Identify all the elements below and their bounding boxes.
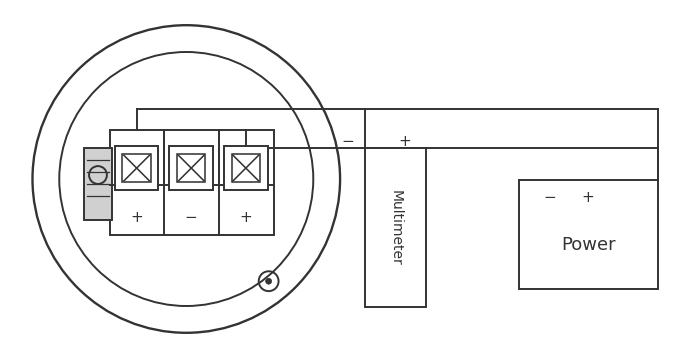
Bar [122, 154, 151, 182]
Text: −: − [543, 190, 556, 205]
Text: +: + [582, 190, 594, 205]
Bar [169, 146, 213, 190]
Bar [519, 180, 657, 289]
Text: −: − [185, 210, 197, 225]
Text: Power: Power [561, 237, 615, 255]
Circle shape [32, 25, 340, 333]
Bar [365, 148, 426, 307]
Bar [110, 130, 274, 234]
Text: +: + [239, 210, 252, 225]
Text: −: − [342, 134, 354, 149]
Bar [115, 146, 158, 190]
Text: +: + [398, 134, 411, 149]
Bar [84, 148, 112, 220]
Text: Multimeter: Multimeter [389, 190, 402, 266]
Text: +: + [130, 210, 143, 225]
Bar [177, 154, 205, 182]
Circle shape [266, 278, 272, 284]
Bar [232, 154, 260, 182]
Bar [224, 146, 267, 190]
